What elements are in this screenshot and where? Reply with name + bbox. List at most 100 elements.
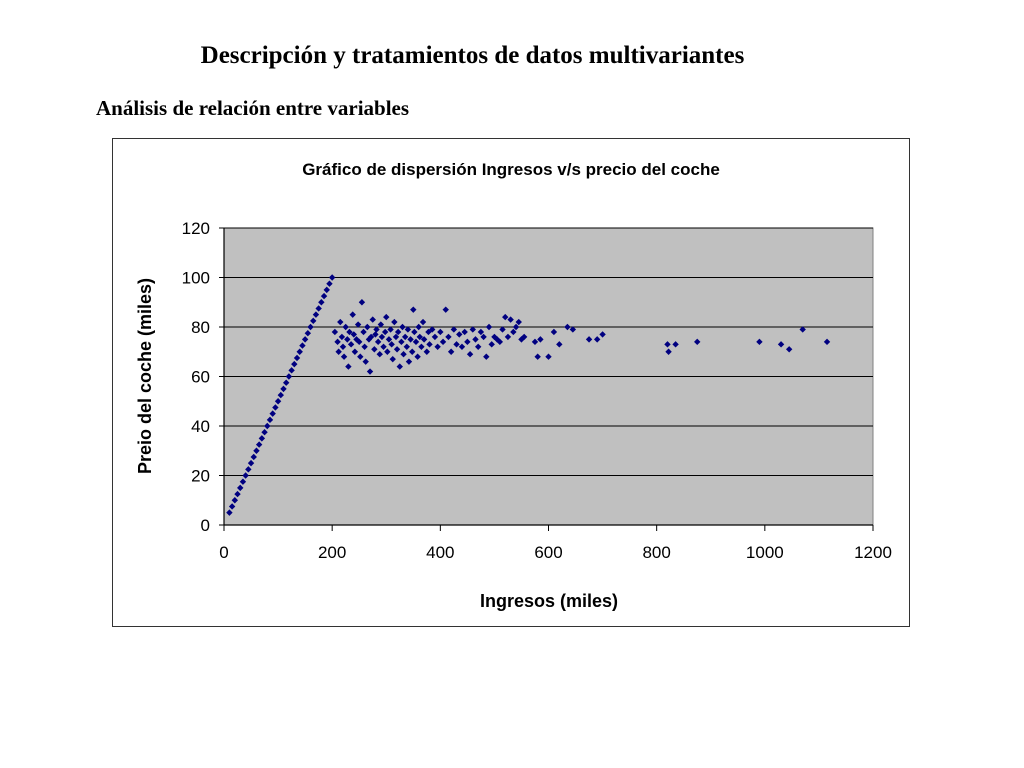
data-point: [431, 333, 439, 341]
data-point: [301, 336, 309, 343]
data-point: [345, 363, 352, 370]
data-point: [340, 353, 348, 360]
data-point: [344, 336, 351, 343]
data-point: [469, 326, 476, 333]
data-point: [437, 328, 444, 336]
data-point: [264, 422, 271, 430]
data-point: [403, 343, 411, 350]
data-point: [234, 490, 241, 498]
data-point: [374, 338, 382, 346]
data-point: [485, 323, 493, 331]
data-point: [665, 348, 672, 355]
scatter-chart: Gráfico de dispersión Ingresos v/s preci…: [135, 160, 892, 611]
data-point: [261, 428, 268, 436]
data-point: [399, 323, 406, 331]
data-point: [394, 328, 402, 336]
data-point: [466, 351, 474, 358]
x-tick-label: 400: [426, 543, 454, 562]
data-point: [226, 509, 233, 516]
data-point: [364, 323, 371, 331]
data-point: [496, 338, 504, 346]
data-point: [472, 336, 479, 343]
data-point: [361, 343, 368, 350]
data-point: [237, 484, 244, 492]
x-axis-label: Ingresos (miles): [480, 591, 618, 611]
data-point: [266, 416, 274, 424]
data-point: [404, 326, 412, 333]
data-point: [429, 326, 436, 333]
data-point: [376, 351, 383, 358]
data-point: [350, 331, 357, 338]
data-point: [277, 391, 284, 399]
data-point: [365, 336, 373, 343]
data-point: [396, 363, 403, 370]
data-point: [414, 353, 421, 360]
data-point: [694, 338, 701, 346]
data-point: [307, 323, 314, 331]
data-point: [310, 317, 317, 325]
data-point: [357, 353, 364, 360]
y-tick-label: 60: [191, 368, 210, 387]
data-point: [247, 459, 255, 467]
data-point: [381, 328, 389, 336]
data-point: [346, 328, 353, 336]
data-point: [398, 338, 405, 346]
data-point: [285, 373, 293, 380]
data-point: [296, 348, 303, 355]
data-point: [360, 328, 367, 336]
data-point: [493, 336, 501, 343]
data-point: [537, 336, 544, 343]
data-point: [326, 280, 333, 287]
data-point: [409, 348, 416, 355]
data-point: [371, 346, 378, 353]
data-points: [226, 274, 831, 516]
data-point: [477, 328, 485, 336]
data-point: [672, 341, 679, 348]
y-axis-ticks: 0 20 40 60 80 100 120: [182, 219, 224, 535]
data-point: [354, 321, 362, 328]
data-point: [337, 318, 344, 326]
data-point: [823, 338, 831, 346]
data-point: [392, 333, 400, 341]
x-tick-label: 1000: [746, 543, 784, 562]
data-point: [378, 333, 386, 341]
data-point: [407, 336, 414, 343]
data-point: [550, 328, 558, 336]
x-axis-ticks: 0 200 400 600 800 1000 1200: [219, 525, 892, 562]
data-point: [474, 343, 482, 350]
data-point: [585, 336, 593, 343]
data-point: [756, 338, 763, 346]
data-point: [512, 323, 520, 331]
data-point: [272, 404, 279, 411]
y-tick-label: 80: [191, 318, 210, 337]
data-point: [334, 338, 341, 346]
x-tick-label: 1200: [854, 543, 892, 562]
data-point: [274, 398, 282, 405]
y-tick-label: 100: [182, 269, 210, 288]
data-point: [385, 336, 393, 343]
data-point: [384, 348, 391, 355]
data-point: [461, 328, 468, 336]
data-point: [777, 341, 785, 348]
data-point: [380, 343, 387, 350]
data-point: [415, 323, 422, 331]
data-point: [331, 328, 339, 336]
data-point: [504, 333, 512, 341]
data-point: [515, 318, 522, 326]
data-point: [239, 478, 247, 485]
chart-frame: Gráfico de dispersión Ingresos v/s preci…: [112, 138, 910, 627]
data-point: [416, 333, 423, 341]
data-point: [349, 311, 356, 318]
data-point: [231, 497, 239, 504]
x-tick-label: 600: [534, 543, 562, 562]
data-point: [228, 503, 236, 510]
data-point: [383, 313, 390, 321]
slide-subtitle: Análisis de relación entre variables: [96, 96, 410, 120]
chart-title: Gráfico de dispersión Ingresos v/s preci…: [302, 160, 720, 179]
data-point: [502, 313, 509, 321]
data-point: [450, 326, 458, 333]
data-point: [293, 354, 301, 362]
x-tick-label: 800: [642, 543, 670, 562]
data-point: [799, 326, 806, 333]
data-point: [593, 336, 601, 343]
